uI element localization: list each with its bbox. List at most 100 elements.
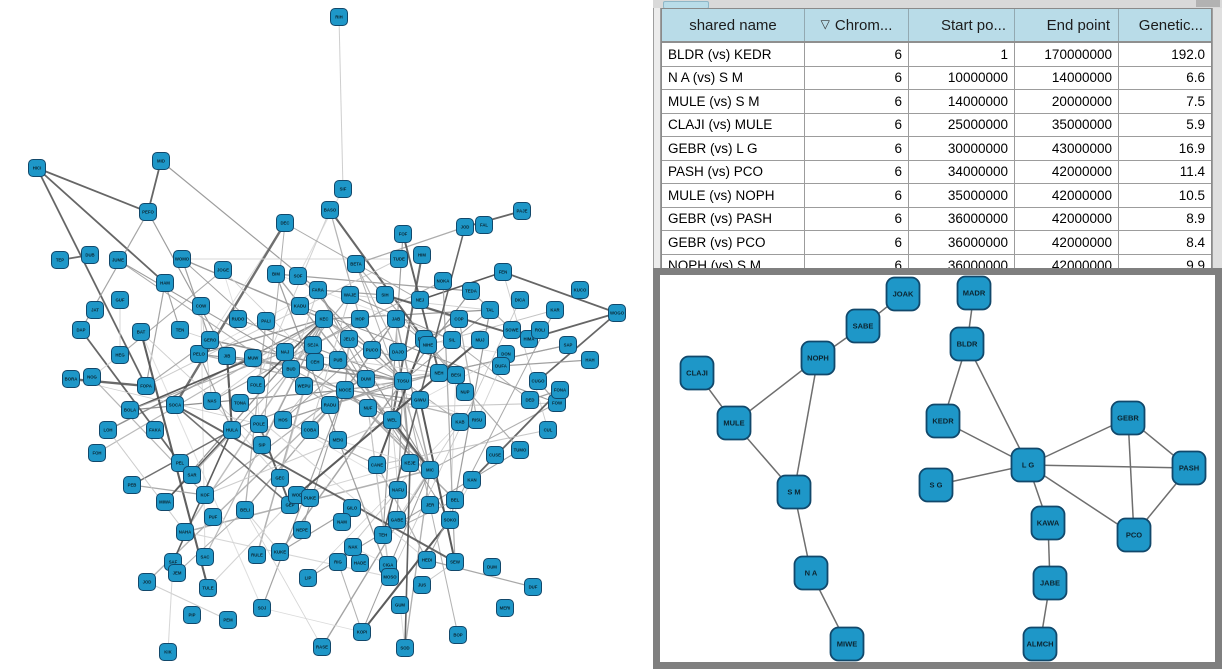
network-node[interactable]: SOWE: [503, 321, 521, 339]
network-node[interactable]: CLAJI: [679, 355, 715, 391]
network-node[interactable]: PASH: [1171, 450, 1207, 486]
network-node[interactable]: PEFO: [139, 203, 157, 221]
network-node[interactable]: NOPH: [800, 340, 836, 376]
table-cell[interactable]: MULE (vs) S M: [662, 90, 805, 113]
network-node[interactable]: GEC: [271, 469, 289, 487]
network-node[interactable]: JOGE: [214, 261, 232, 279]
table-row[interactable]: CLAJI (vs) MULE 6 25000000 35000000 5.9: [662, 113, 1211, 137]
network-node[interactable]: RIH: [330, 8, 348, 26]
network-node[interactable]: DICA: [511, 291, 529, 309]
network-node[interactable]: RULE: [248, 546, 266, 564]
table-cell[interactable]: 30000000: [909, 137, 1015, 160]
network-node[interactable]: GERO: [201, 331, 219, 349]
table-cell[interactable]: GEBR (vs) L G: [662, 137, 805, 160]
network-edge[interactable]: [793, 357, 819, 493]
network-node[interactable]: HIM: [413, 246, 431, 264]
table-cell[interactable]: 42000000: [1015, 160, 1119, 183]
network-node[interactable]: L G: [1010, 447, 1046, 483]
network-node[interactable]: CUL: [539, 421, 557, 439]
table-cell[interactable]: 5.9: [1186, 117, 1205, 133]
table-cell[interactable]: GEBR (vs) PASH: [662, 207, 805, 230]
network-node[interactable]: PAJE: [513, 202, 531, 220]
network-node[interactable]: BORA: [62, 370, 80, 388]
network-node[interactable]: NAM: [333, 513, 351, 531]
network-node[interactable]: RIG: [329, 553, 347, 571]
network-node[interactable]: SEJA: [304, 336, 322, 354]
table-cell[interactable]: 20000000: [1015, 90, 1119, 113]
network-node[interactable]: SOD: [396, 639, 414, 657]
network-node[interactable]: NAJ: [276, 343, 294, 361]
table-cell[interactable]: 35000000: [909, 184, 1015, 207]
network-node[interactable]: MADR: [956, 275, 992, 311]
table-cell[interactable]: 8.9: [1186, 211, 1205, 227]
table-cell[interactable]: 6: [805, 207, 909, 230]
table-cell[interactable]: 35000000: [1015, 113, 1119, 136]
table-row[interactable]: MULE (vs) S M 6 14000000 20000000 7.5: [662, 90, 1211, 114]
network-node[interactable]: JIB: [218, 347, 236, 365]
network-node[interactable]: HEG: [111, 346, 129, 364]
table-row[interactable]: BLDR (vs) KEDR 6 1 170000000 192.0: [662, 43, 1211, 67]
network-node[interactable]: SIH: [376, 286, 394, 304]
network-node[interactable]: MIWA: [156, 493, 174, 511]
network-node[interactable]: HOS: [274, 411, 292, 429]
network-node[interactable]: TEDA: [462, 282, 480, 300]
network-node[interactable]: LOH: [99, 421, 117, 439]
network-node[interactable]: MEKI: [329, 431, 347, 449]
column-header[interactable]: shared name: [662, 9, 805, 41]
network-node[interactable]: RISU: [468, 411, 486, 429]
network-node[interactable]: HAH: [581, 351, 599, 369]
table-cell[interactable]: GEBR (vs) PCO: [662, 231, 805, 254]
network-node[interactable]: HADE: [351, 554, 369, 572]
network-node[interactable]: NUP: [456, 383, 474, 401]
table-cell[interactable]: 6: [805, 43, 909, 66]
network-node[interactable]: COP: [450, 310, 468, 328]
network-node[interactable]: KOF: [196, 486, 214, 504]
network-node[interactable]: MIWE: [829, 626, 865, 662]
network-node[interactable]: KAB: [451, 413, 469, 431]
network-node[interactable]: NAS: [203, 392, 221, 410]
table-cell[interactable]: 6.6: [1186, 70, 1205, 86]
network-node[interactable]: FAKA: [146, 421, 164, 439]
network-node[interactable]: JAT: [86, 301, 104, 319]
network-node[interactable]: HICI: [28, 159, 46, 177]
network-node[interactable]: TEH: [374, 526, 392, 544]
network-node[interactable]: GUM: [391, 596, 409, 614]
table-row[interactable]: GEBR (vs) PCO 6 36000000 42000000 8.4: [662, 231, 1211, 255]
network-edge[interactable]: [1127, 417, 1135, 536]
network-node[interactable]: CANE: [368, 456, 386, 474]
network-node[interactable]: SIP: [253, 436, 271, 454]
column-header[interactable]: ▽ Chrom...: [805, 9, 909, 41]
table-cell[interactable]: 6: [805, 231, 909, 254]
network-node[interactable]: LIP: [299, 569, 317, 587]
network-node[interactable]: ROLI: [531, 321, 549, 339]
network-node[interactable]: KUCO: [571, 281, 589, 299]
network-node[interactable]: SIL: [443, 331, 461, 349]
network-node[interactable]: KOPI: [353, 623, 371, 641]
table-cell[interactable]: 6: [805, 184, 909, 207]
network-node[interactable]: DUFA: [492, 357, 510, 375]
network-node[interactable]: DAP: [72, 321, 90, 339]
table-row[interactable]: GEBR (vs) L G 6 30000000 43000000 16.9: [662, 137, 1211, 161]
network-node[interactable]: BASO: [321, 201, 339, 219]
network-node[interactable]: PUKE: [301, 489, 319, 507]
network-node[interactable]: TONA: [231, 394, 249, 412]
network-node[interactable]: MERI: [496, 599, 514, 617]
network-node[interactable]: JABE: [1032, 565, 1068, 601]
network-node[interactable]: SAP: [559, 336, 577, 354]
network-node[interactable]: SOJ: [253, 599, 271, 617]
network-node[interactable]: MID: [152, 152, 170, 170]
column-header[interactable]: End point: [1015, 9, 1119, 41]
table-row[interactable]: N A (vs) S M 6 10000000 14000000 6.6: [662, 66, 1211, 90]
network-node[interactable]: FARA: [309, 281, 327, 299]
network-node[interactable]: JOD: [138, 573, 156, 591]
network-node[interactable]: SIF: [334, 180, 352, 198]
network-node[interactable]: CEH: [306, 353, 324, 371]
table-cell[interactable]: 11.4: [1179, 164, 1205, 180]
network-node[interactable]: COW: [192, 297, 210, 315]
network-node[interactable]: NOG: [83, 368, 101, 386]
filter-sort-icon[interactable]: ▽: [820, 17, 830, 31]
network-node[interactable]: HAM: [156, 274, 174, 292]
table-cell[interactable]: 42000000: [1015, 207, 1119, 230]
network-node[interactable]: BOLA: [121, 401, 139, 419]
network-node[interactable]: MUJ: [471, 331, 489, 349]
